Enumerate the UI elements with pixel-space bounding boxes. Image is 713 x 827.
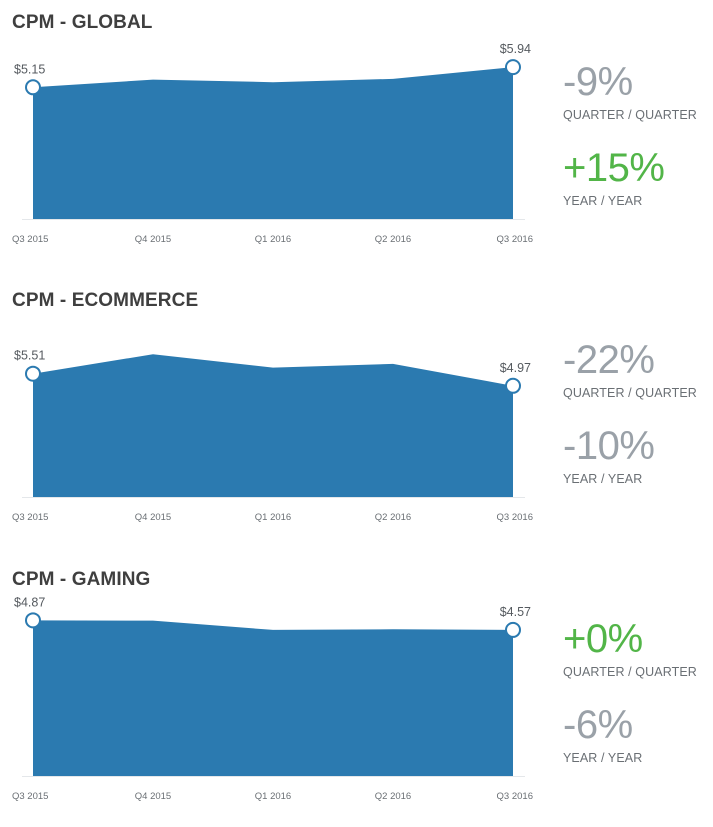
stat-label: YEAR / YEAR <box>563 194 643 208</box>
stat-label: QUARTER / QUARTER <box>563 665 697 679</box>
chart-panel-global: CPM - GLOBAL Q3 2015 Q4 2015 Q1 2016 Q2 201… <box>0 0 713 270</box>
x-tick-label: Q1 2016 <box>255 512 291 523</box>
x-tick-label: Q1 2016 <box>255 234 291 245</box>
area-chart: Q3 2015 Q4 2015 Q1 2016 Q2 2016 Q3 2016 $5.15… <box>12 42 533 245</box>
stat-value: -10% <box>563 424 655 468</box>
stat-label: QUARTER / QUARTER <box>563 386 697 400</box>
x-tick-label: Q2 2016 <box>375 512 411 523</box>
start-value-label: $5.51 <box>14 349 45 363</box>
stat-year: -6% YEAR / YEAR <box>563 705 642 765</box>
stat-value: -9% <box>563 60 633 104</box>
stat-quarter: -9% QUARTER / QUARTER <box>563 62 697 122</box>
area-series <box>33 354 513 497</box>
stat-value: -22% <box>563 338 655 382</box>
endpoint-marker <box>25 79 41 96</box>
stat-quarter: -22% QUARTER / QUARTER <box>563 340 697 400</box>
x-tick-label: Q2 2016 <box>375 234 411 245</box>
x-tick-label: Q3 2016 <box>497 512 533 523</box>
stat-value: +0% <box>563 617 643 661</box>
chart-title: CPM - GAMING <box>12 569 151 590</box>
area-series <box>33 620 513 776</box>
x-tick-label: Q4 2015 <box>135 234 171 245</box>
endpoint-marker <box>505 59 521 76</box>
start-value-label: $5.15 <box>14 62 45 76</box>
x-tick-label: Q3 2016 <box>497 234 533 245</box>
x-tick-label: Q4 2015 <box>135 512 171 523</box>
chart-panel-ecommerce: CPM - ECOMMERCE Q3 2015 Q4 2015 Q1 2016 Q2 … <box>0 278 713 548</box>
area-chart: Q3 2015 Q4 2015 Q1 2016 Q2 2016 Q3 2016 $5.51… <box>12 349 533 523</box>
start-value-label: $4.87 <box>14 595 45 609</box>
stat-year: +15% YEAR / YEAR <box>563 146 665 208</box>
endpoint-marker <box>505 621 521 638</box>
x-tick-label: Q3 2015 <box>12 512 48 523</box>
end-value-label: $4.57 <box>500 605 531 619</box>
x-tick-label: Q3 2016 <box>497 791 533 802</box>
stat-year: -10% YEAR / YEAR <box>563 424 655 486</box>
stat-quarter: +0% QUARTER / QUARTER <box>563 619 697 679</box>
chart-title: CPM - GLOBAL <box>12 12 153 33</box>
x-tick-label: Q3 2015 <box>12 234 48 245</box>
endpoint-marker <box>25 365 41 382</box>
x-tick-label: Q2 2016 <box>375 791 411 802</box>
end-value-label: $4.97 <box>500 361 531 375</box>
stat-label: YEAR / YEAR <box>563 472 643 486</box>
endpoint-marker <box>25 612 41 629</box>
end-value-label: $5.94 <box>500 42 531 56</box>
chart-panel-gaming: CPM - GAMING Q3 2015 Q4 2015 Q1 2016 Q2 201… <box>0 557 713 827</box>
x-tick-label: Q4 2015 <box>135 791 171 802</box>
chart-title: CPM - ECOMMERCE <box>12 290 199 311</box>
x-tick-label: Q3 2015 <box>12 791 48 802</box>
stat-label: YEAR / YEAR <box>563 751 643 765</box>
stat-label: QUARTER / QUARTER <box>563 108 697 122</box>
x-tick-label: Q1 2016 <box>255 791 291 802</box>
area-series <box>33 67 513 219</box>
stat-value: -6% <box>563 703 633 747</box>
stat-value: +15% <box>563 146 665 190</box>
area-chart: Q3 2015 Q4 2015 Q1 2016 Q2 2016 Q3 2016 $4.87… <box>12 595 533 802</box>
endpoint-marker <box>505 377 521 394</box>
